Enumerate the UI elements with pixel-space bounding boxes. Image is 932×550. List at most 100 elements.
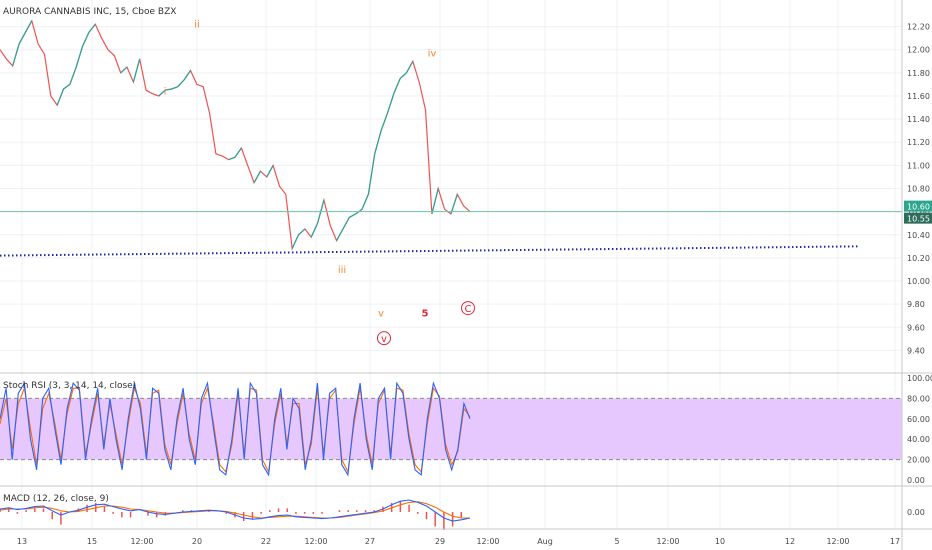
price-up-segment: [12, 43, 20, 67]
price-up-segment: [132, 58, 141, 83]
stoch-tick-label: 100.00: [907, 374, 932, 383]
time-tick-label: 22: [261, 537, 271, 546]
price-up-segment: [88, 23, 96, 33]
wave-label: C: [465, 304, 472, 315]
wave-label: v: [381, 334, 387, 345]
time-tick-label: 20: [192, 537, 202, 546]
wave-label: ii: [194, 20, 200, 31]
price-tick-label: 10.00: [907, 277, 930, 286]
price-badge-label: 10.60: [907, 203, 930, 212]
price-up-segment: [310, 222, 319, 238]
price-up-segment: [63, 83, 71, 90]
price-up-segment: [18, 32, 26, 45]
price-up-segment: [393, 78, 401, 94]
price-up-segment: [75, 46, 84, 68]
price-tick-label: 10.80: [907, 185, 930, 194]
time-tick-label: Aug: [537, 537, 553, 546]
time-tick-label: 12:00: [476, 537, 499, 546]
time-tick-label: 27: [365, 537, 375, 546]
stoch-band: [0, 398, 902, 460]
price-up-segment: [266, 165, 274, 178]
price-badge: [904, 200, 932, 212]
wave-label: iv: [428, 48, 437, 59]
price-tick-label: 11.20: [907, 138, 930, 147]
price-tick-label: 9.60: [907, 323, 925, 332]
time-tick-label: 5: [614, 537, 619, 546]
price-tick-label: 11.40: [907, 115, 930, 124]
wave-label: i: [164, 87, 167, 98]
price-up-segment: [234, 147, 242, 158]
support-trendline: [0, 245, 861, 257]
price-up-segment: [431, 188, 439, 215]
price-up-segment: [298, 228, 306, 236]
time-tick-label: 12:00: [304, 537, 327, 546]
price-up-segment: [69, 66, 77, 85]
time-tick-label: 15: [87, 537, 97, 546]
time-tick-label: 29: [435, 537, 445, 546]
price-tick-label: 10.60: [907, 208, 930, 217]
price-up-segment: [253, 170, 261, 184]
price-up-segment: [405, 60, 414, 74]
price-up-segment: [183, 70, 192, 81]
price-up-segment: [120, 66, 128, 74]
stoch-rsi-title: Stoch RSI (3, 3, 14, 14, close): [3, 381, 136, 391]
stoch-k-line: [0, 380, 471, 477]
time-tick-label: 12: [785, 537, 795, 546]
macd-signal-line: [0, 501, 470, 519]
stoch-tick-label: 80.00: [907, 394, 930, 403]
price-up-segment: [342, 217, 350, 230]
price-up-segment: [171, 86, 179, 90]
series-layer: [0, 19, 902, 530]
price-up-segment: [24, 20, 33, 33]
stoch-tick-label: 0.00: [907, 476, 925, 485]
time-tick-label: 17: [890, 537, 900, 546]
price-up-segment: [228, 156, 236, 161]
price-tick-label: 12.00: [907, 46, 930, 55]
price-up-segment: [367, 153, 376, 195]
macd-tick-label: 0.00: [907, 508, 925, 517]
macd-line: [0, 499, 471, 522]
price-up-segment: [56, 88, 65, 106]
stoch-tick-label: 60.00: [907, 415, 930, 424]
price-badge: [904, 212, 932, 224]
stoch-tick-label: 20.00: [907, 456, 930, 465]
wave-label: iii: [338, 265, 346, 276]
wave-label: 5: [422, 309, 429, 320]
price-up-segment: [380, 113, 388, 131]
price-up-segment: [177, 79, 185, 88]
price-tick-label: 10.40: [907, 231, 930, 240]
time-tick-label: 13: [17, 537, 27, 546]
main-chart-title: AURORA CANNABIS INC, 15, Cboe BZX: [3, 7, 176, 17]
price-tick-label: 9.80: [907, 300, 925, 309]
price-tick-label: 11.80: [907, 69, 930, 78]
price-tick-label: 12.20: [907, 23, 930, 32]
price-up-segment: [450, 194, 458, 215]
price-tick-label: 9.40: [907, 346, 925, 355]
price-tick-label: 11.60: [907, 92, 930, 101]
price-up-segment: [374, 130, 382, 154]
price-up-segment: [336, 228, 344, 241]
time-tick-label: 10: [715, 537, 725, 546]
time-tick-label: 12:00: [656, 537, 679, 546]
price-up-segment: [165, 88, 172, 91]
price-up-segment: [399, 72, 407, 80]
price-up-segment: [386, 93, 395, 114]
price-up-segment: [82, 32, 90, 47]
price-up-segment: [291, 234, 300, 249]
price-series-line: [0, 19, 471, 251]
price-tick-label: 10.20: [907, 254, 930, 263]
time-tick-label: 12:00: [826, 537, 849, 546]
macd-title: MACD (12, 26, close, 9): [3, 494, 109, 504]
price-up-segment: [349, 213, 356, 218]
time-tick-label: 12:00: [130, 537, 153, 546]
wave-label-circle: [377, 331, 391, 346]
stoch-band-layer: [0, 397, 902, 461]
price-tick-label: 11.00: [907, 161, 930, 170]
wave-label: v: [378, 309, 384, 320]
price-up-segment: [361, 194, 369, 210]
price-up-segment: [158, 89, 166, 97]
stoch-tick-label: 40.00: [907, 435, 930, 444]
